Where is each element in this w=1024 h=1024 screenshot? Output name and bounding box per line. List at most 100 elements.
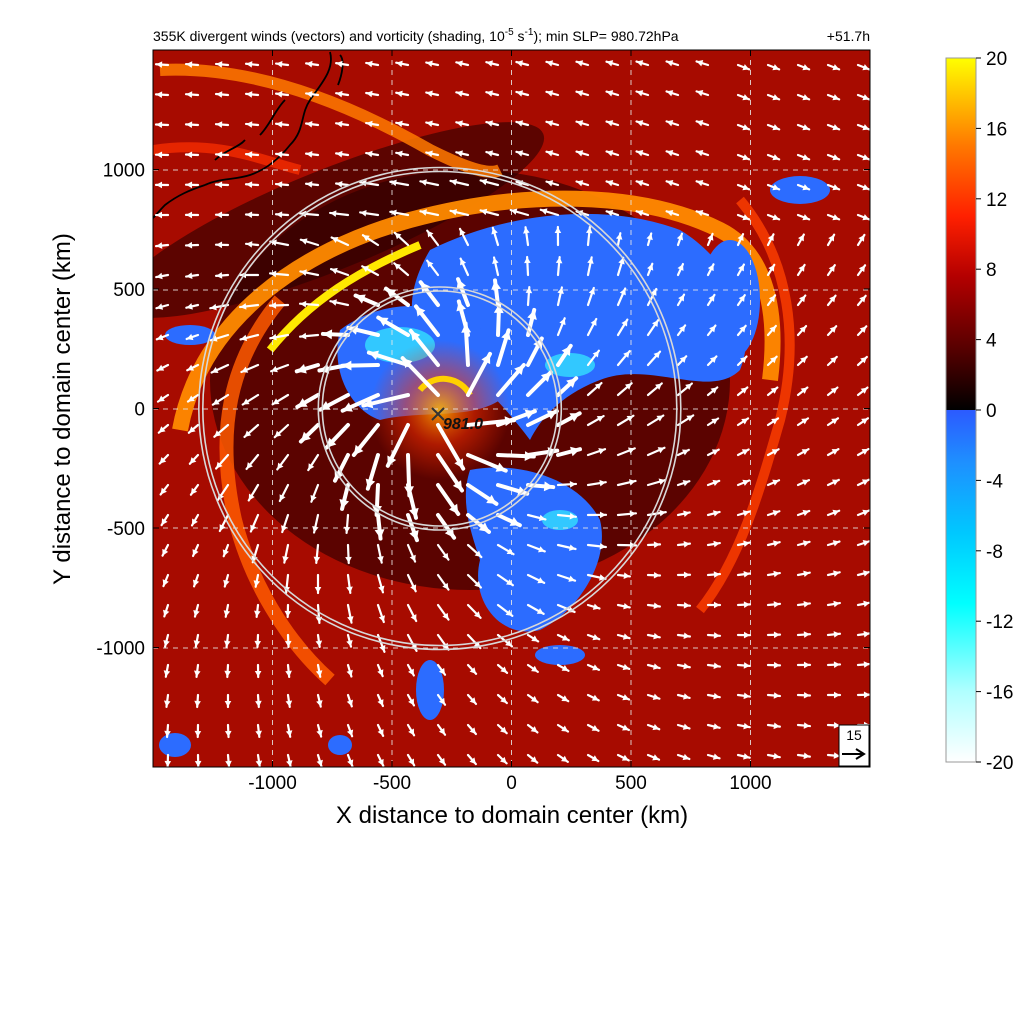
wind-vector [496,543,515,556]
wind-vector [796,233,805,247]
colorbar-tick-label: -16 [986,683,1013,704]
wind-vector [466,663,478,675]
wind-vector [278,483,290,503]
wind-vector [586,317,598,337]
wind-vector [305,90,320,98]
wind-vector [616,572,632,579]
wind-vector [526,370,553,397]
wind-vector [389,179,410,187]
wind-vector [526,633,540,643]
wind-vector [285,663,292,679]
wind-vector [334,180,350,188]
wind-vector [361,393,410,409]
wind-vector [646,541,662,548]
wind-vector [496,573,514,587]
wind-vector [194,753,202,767]
wind-vector [856,325,868,337]
wind-vector [243,423,260,439]
wind-vector [526,753,539,764]
wind-vector [676,602,692,609]
wind-vector [665,120,680,127]
wind-vector [310,483,320,503]
wind-vector [676,448,690,457]
x-tick-label: 1000 [729,773,771,794]
wind-vector [393,231,410,247]
wind-vector [523,226,530,247]
colorbar-tick-label: -20 [986,753,1013,774]
wind-vector [239,333,260,342]
wind-vector [299,238,320,247]
wind-vector [274,60,290,68]
wind-vector [466,723,478,736]
wind-vector [184,211,200,219]
wind-vector [826,509,841,517]
wind-vector [676,753,691,761]
wind-vector [485,120,500,127]
wind-vector [214,151,230,158]
wind-vector [556,663,570,672]
wind-vector [826,417,840,427]
wind-vector [796,325,808,337]
wind-vector [796,153,811,161]
wind-vector [646,663,661,670]
wind-vector [766,355,778,367]
wind-vector [214,61,230,68]
wind-vector [856,417,870,427]
wind-vector [635,150,650,157]
wind-vector [345,543,352,565]
wind-vector [359,210,380,217]
wind-vector [575,60,590,67]
wind-vector [575,90,590,97]
wind-vector [766,661,782,669]
wind-vector [736,123,751,131]
wind-vector [796,417,810,427]
wind-vector [856,123,870,131]
wind-vector [586,543,607,550]
wind-vector [706,571,722,578]
wind-vector [826,93,841,101]
wind-vector [254,633,262,649]
wind-vector [646,571,662,579]
wind-vector [766,722,781,730]
wind-vector [408,328,440,367]
wind-vector [856,153,870,161]
wind-vector [616,318,629,337]
wind-vector [526,693,539,704]
wind-vector [455,60,470,67]
wind-vector [616,287,627,307]
wind-vector [556,573,577,582]
wind-vector [646,446,666,457]
wind-vector [268,270,290,278]
wind-vector [346,723,354,738]
wind-vector [796,355,808,367]
reference-arrow-icon [842,748,866,760]
wind-vector [154,121,170,129]
wind-vector [826,478,840,487]
wind-vector [635,60,650,67]
wind-vector [736,510,751,517]
wind-vector [406,483,419,520]
wind-vector [268,302,290,309]
wind-vector [706,753,721,760]
wind-vector [346,663,353,678]
wind-vector [826,63,841,71]
wind-vector [826,264,836,277]
wind-vector [545,150,560,157]
wind-vector [376,573,385,594]
chart-title: 355K divergent winds (vectors) and vorti… [153,27,679,44]
x-tick-label: -500 [373,773,411,794]
wind-vector [524,255,531,277]
wind-vector [485,150,500,157]
wind-vector [211,393,230,406]
wind-vector [856,630,870,638]
wind-vector [676,293,686,307]
wind-vector [526,409,559,427]
wind-vector [187,423,200,434]
wind-vector [856,233,866,247]
wind-vector [766,601,782,608]
wind-vector [395,150,410,158]
wind-vector [496,513,522,528]
wind-vector [436,453,464,493]
wind-vector [163,633,170,648]
wind-vector [284,633,292,649]
